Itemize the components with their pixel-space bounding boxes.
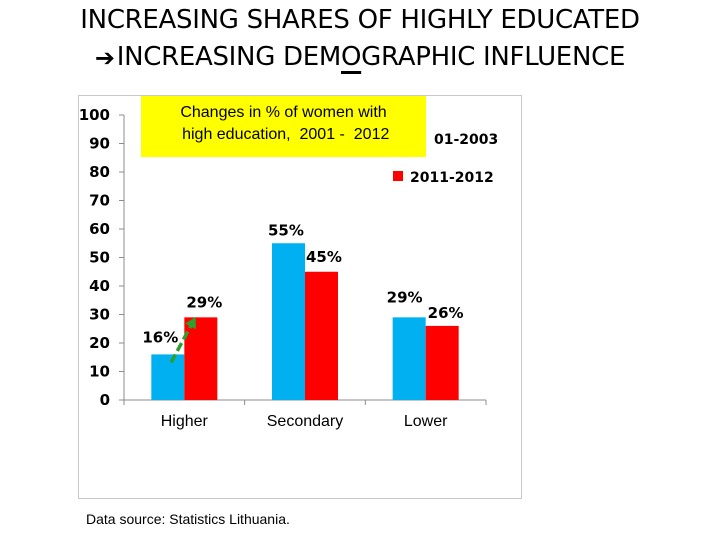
- trend-arrow-line: [169, 318, 196, 364]
- bar-0-2: [392, 317, 426, 400]
- bar-1-1: [305, 271, 338, 400]
- legend-label: 2011-2012: [410, 170, 494, 186]
- y-tick-label: 20: [89, 334, 110, 352]
- bar-0-0: [151, 354, 185, 400]
- title-line-2-prefix: INCREASING DEM: [116, 42, 342, 72]
- title-line-2: ➔INCREASING DEMOGRAPHIC INFLUENCE: [0, 39, 720, 76]
- data-label: 29%: [387, 288, 423, 306]
- bar-0-1: [272, 243, 305, 400]
- y-tick-label: 0: [100, 391, 110, 409]
- chart-note-line-2: high education, 2001 - 2012: [177, 126, 390, 143]
- title-line-2-suffix: GRAPHIC INFLUENCE: [361, 42, 626, 72]
- legend-swatch: [393, 171, 403, 181]
- bar-1-2: [425, 325, 459, 400]
- y-tick-label: 60: [89, 220, 110, 238]
- x-category-label: Lower: [404, 413, 448, 430]
- y-tick-label: 10: [89, 363, 110, 381]
- right-arrow-icon: ➔: [94, 44, 115, 72]
- y-tick-label: 80: [89, 163, 110, 181]
- title-line-1: INCREASING SHARES OF HIGHLY EDUCATED: [80, 5, 640, 35]
- data-label: 29%: [186, 293, 222, 311]
- bar-1-0: [184, 317, 218, 400]
- data-label: 45%: [306, 248, 342, 266]
- legend-label: 01-2003: [434, 132, 498, 148]
- chart-note-box: Changes in % of women with high educatio…: [141, 96, 426, 157]
- slide-title: INCREASING SHARES OF HIGHLY EDUCATED ➔IN…: [0, 2, 720, 76]
- chart-note-line-1: Changes in % of women with: [180, 104, 387, 121]
- y-tick-label: 30: [89, 306, 110, 324]
- x-category-label: Secondary: [267, 413, 344, 430]
- y-tick-label: 90: [89, 135, 110, 153]
- data-label: 16%: [142, 328, 178, 346]
- data-source: Data source: Statistics Lithuania.: [86, 511, 290, 527]
- x-category-label: Higher: [161, 413, 209, 430]
- y-tick-label: 40: [89, 277, 110, 295]
- trend-arrow-head-icon: [185, 316, 196, 330]
- title-line-2-underlined: O: [340, 42, 362, 72]
- y-tick-label: 100: [79, 106, 110, 124]
- data-label: 26%: [428, 304, 464, 322]
- y-tick-label: 50: [89, 249, 110, 267]
- data-label: 55%: [268, 221, 304, 239]
- y-tick-label: 70: [89, 192, 110, 210]
